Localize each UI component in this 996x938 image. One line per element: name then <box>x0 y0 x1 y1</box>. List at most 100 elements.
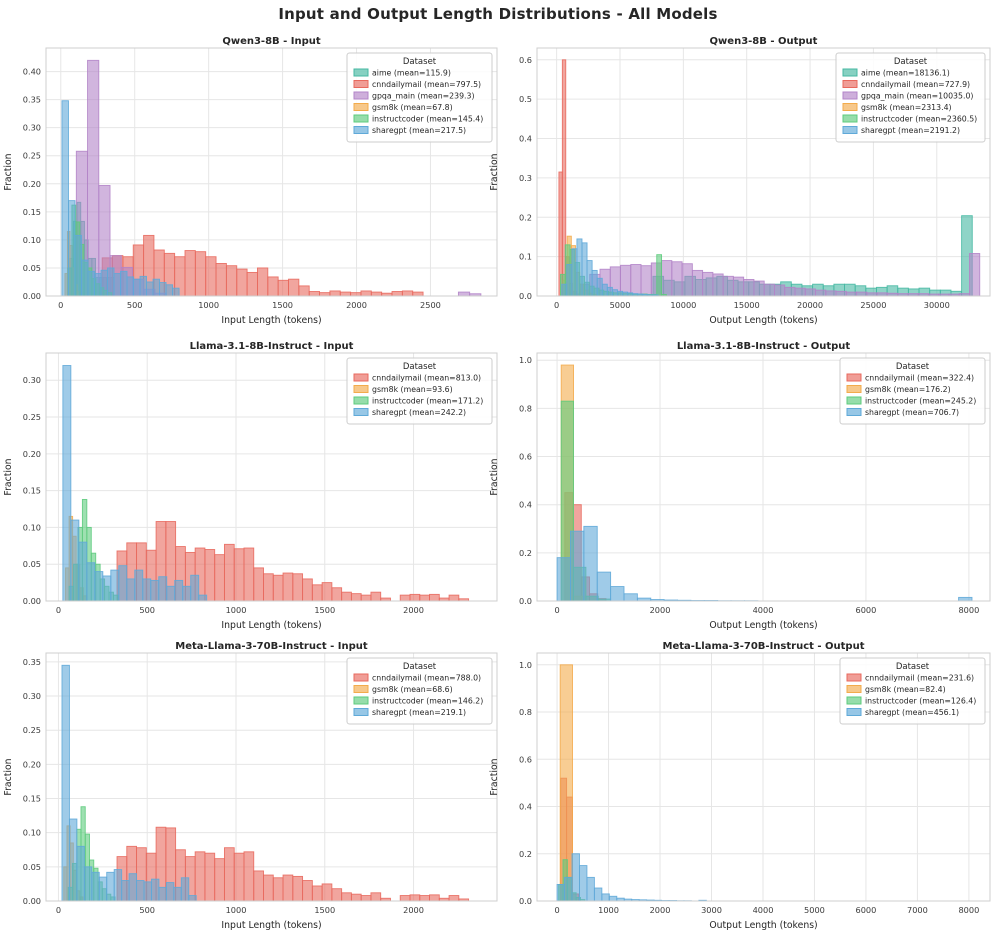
histogram-bar <box>70 519 80 602</box>
y-tick-label: 0.20 <box>23 179 41 189</box>
legend-swatch-gsm8k <box>353 685 369 693</box>
legend-swatch-gsm8k <box>846 685 862 693</box>
histogram-bar <box>596 277 603 297</box>
legend-label: gsm8k (mean=67.8) <box>372 103 453 112</box>
legend-box <box>346 657 493 725</box>
histogram-bar <box>152 278 161 297</box>
legend-label: gsm8k (mean=82.4) <box>865 685 946 694</box>
histogram-bar <box>601 893 610 902</box>
histogram-bar <box>165 882 175 902</box>
legend-label: aime (mean=115.9) <box>372 69 451 78</box>
histogram-bar <box>596 571 612 602</box>
histogram-bar <box>564 876 573 902</box>
y-tick-label: 1.0 <box>519 355 532 365</box>
histogram-bar <box>681 263 693 297</box>
histogram-bar <box>586 876 595 902</box>
x-tick-label: 4000 <box>753 605 774 615</box>
histogram-bar <box>856 291 868 297</box>
legend-swatch-instructcoder <box>846 696 862 705</box>
histogram-bar <box>81 259 89 297</box>
histogram-bar <box>583 525 598 602</box>
legend-label: instructcoder (mean=171.2) <box>372 397 483 406</box>
histogram-bar <box>556 884 565 902</box>
histogram-bar <box>100 269 108 297</box>
histogram-bar <box>165 284 174 297</box>
histogram-bar <box>205 256 217 297</box>
histogram-bar <box>257 267 269 297</box>
legend-label: gsm8k (mean=2313.4) <box>861 103 952 112</box>
histogram-bar <box>360 895 372 902</box>
x-tick-label: 20000 <box>797 300 823 310</box>
histogram-bar <box>87 270 95 297</box>
x-tick-label: 1000 <box>226 605 247 615</box>
histogram-bar <box>128 873 138 902</box>
subplot-llama-3-1-8b-instruct-output: 0 2000 4000 6000 8000 0.0 0.2 0.4 0.6 0.8 1.0 Llama… <box>489 341 991 631</box>
subplot-qwen3-8b-output: 0 5000 10000 15000 20000 25000 30000 0.0 0.1 0.2 0… <box>489 36 991 326</box>
histogram-bar <box>198 594 208 602</box>
histogram-bar <box>243 851 255 902</box>
y-tick-label: 0.2 <box>519 212 532 222</box>
histogram-bar <box>174 579 184 602</box>
histogram-bar <box>556 557 571 602</box>
y-tick-label: 0.4 <box>519 134 532 144</box>
legend-swatch-sharegpt <box>353 708 369 716</box>
histogram-bar <box>139 275 148 297</box>
x-axis-label: Output Length (tokens) <box>709 620 817 631</box>
y-tick-label: 0.0 <box>519 596 532 606</box>
histogram-bar <box>581 242 588 297</box>
y-tick-label: 0.10 <box>23 235 41 245</box>
histogram-bar <box>194 251 207 297</box>
histogram-bar <box>142 578 152 602</box>
x-tick-label: 6000 <box>856 905 877 915</box>
legend-label: instructcoder (mean=146.2) <box>372 697 483 706</box>
histogram-bar <box>98 876 108 902</box>
y-tick-label: 0.0 <box>519 291 532 301</box>
subplot-title: Meta-Llama-3-70B-Instruct - Input <box>175 641 368 652</box>
histogram-bar <box>282 572 294 602</box>
legend-label: sharegpt (mean=2191.2) <box>861 126 960 135</box>
x-axis-label: Input Length (tokens) <box>221 920 321 931</box>
y-tick-label: 0.00 <box>23 896 41 906</box>
legend-label: aime (mean=18136.1) <box>861 69 950 78</box>
histogram-sharegpt <box>556 853 707 902</box>
histogram-bar <box>331 587 343 602</box>
legend-swatch-sharegpt <box>846 708 862 716</box>
legend-swatch-cnndailymail <box>846 373 862 382</box>
histogram-bar <box>223 847 235 902</box>
histogram-bar <box>288 278 300 297</box>
histogram-bar <box>845 291 858 297</box>
histogram-bar <box>412 291 424 297</box>
histogram-bar <box>214 554 225 602</box>
histogram-bar <box>591 269 598 297</box>
x-tick-label: 2000 <box>403 605 424 615</box>
legend-swatch-sharegpt <box>842 126 858 134</box>
y-tick-label: 0.35 <box>23 657 41 667</box>
legend-title: Dataset <box>403 362 437 372</box>
histogram-bar <box>215 263 227 297</box>
histogram-bar <box>134 569 144 602</box>
histogram-bar <box>182 585 192 602</box>
legend-swatch-instructcoder <box>353 696 369 705</box>
histogram-bar <box>339 291 352 297</box>
histogram-bar <box>743 279 755 297</box>
x-tick-label: 15000 <box>734 300 760 310</box>
legend-box <box>346 52 493 143</box>
y-tick-label: 0.0 <box>519 896 532 906</box>
histogram-bar <box>606 286 613 297</box>
histogram-bar <box>429 593 440 602</box>
x-tick-label: 1500 <box>314 605 335 615</box>
y-tick-label: 0.4 <box>519 802 532 812</box>
histogram-bar <box>143 881 152 902</box>
histogram-bar <box>311 584 323 602</box>
histogram-bar <box>253 567 264 602</box>
y-axis-label: Fraction <box>489 458 500 495</box>
histogram-bar <box>341 591 352 602</box>
histogram-bar <box>190 574 200 602</box>
y-tick-label: 0.05 <box>23 263 41 273</box>
y-tick-label: 0.5 <box>519 94 532 104</box>
histogram-bar <box>107 267 115 297</box>
legend-label: gpqa_main (mean=239.3) <box>372 92 475 101</box>
histogram-bar <box>298 285 310 297</box>
legend-label: gsm8k (mean=68.6) <box>372 685 453 694</box>
legend-label: cnndailymail (mean=797.5) <box>372 80 481 89</box>
